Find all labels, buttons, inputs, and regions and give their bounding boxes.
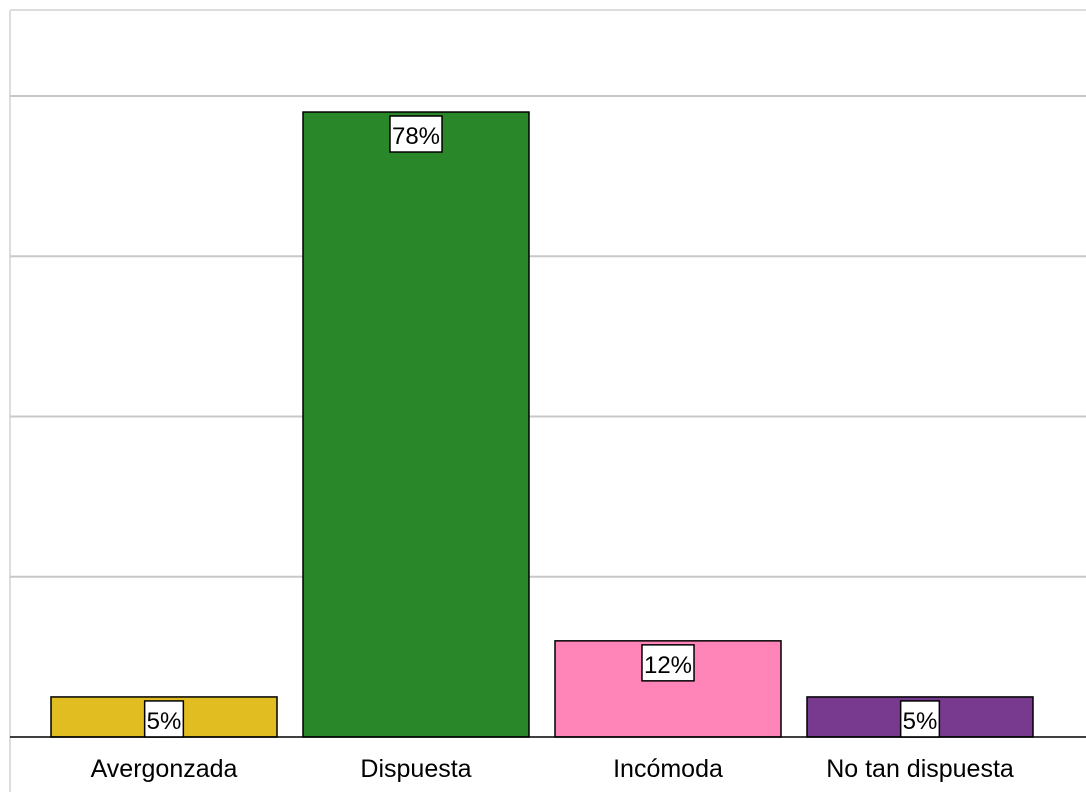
data-label: 12% (641, 644, 695, 682)
data-label: 5% (143, 700, 185, 738)
x-tick-label: Dispuesta (360, 755, 471, 783)
x-tick-label: Incómoda (613, 755, 723, 783)
data-labels: 5% 78% 12% 5% (143, 115, 941, 738)
data-label-text: 5% (903, 708, 938, 735)
data-label-box (641, 644, 695, 682)
x-axis-tick-labels: Avergonzada Dispuesta Incómoda No tan dispu… (91, 755, 1014, 783)
data-label: 78% (389, 115, 443, 153)
data-label-text: 78% (392, 123, 440, 150)
x-tick-label: No tan dispuesta (826, 755, 1014, 783)
bars (50, 111, 1034, 738)
data-label-text: 12% (644, 652, 692, 679)
data-label-box (143, 700, 185, 738)
bar (302, 111, 530, 738)
data-label-text: 5% (147, 708, 182, 735)
data-label-box (389, 115, 443, 153)
data-label: 5% (899, 700, 941, 738)
data-label-box (899, 700, 941, 738)
gridlines (10, 95, 1086, 578)
x-tick-label: Avergonzada (91, 755, 238, 783)
